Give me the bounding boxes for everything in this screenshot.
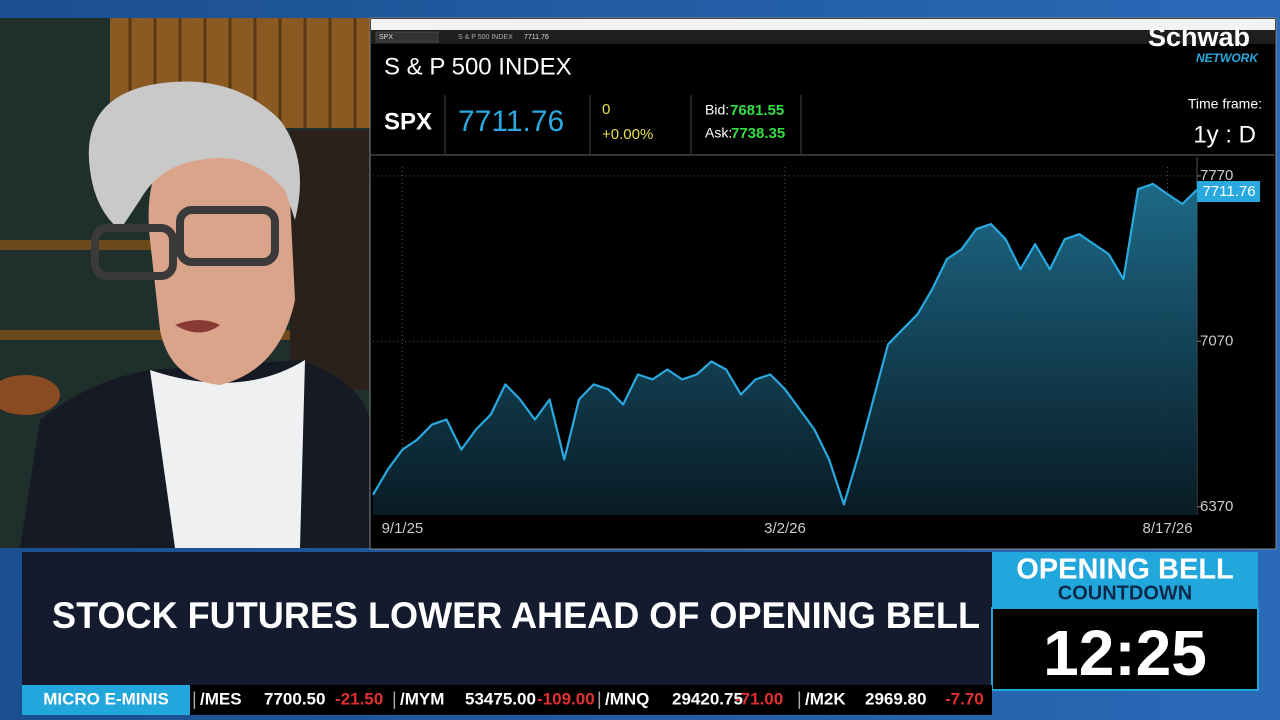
ticker-symbol: /M2K (805, 689, 846, 708)
y-tick-label: 6370 (1200, 498, 1233, 515)
ticker-change: -71.00 (735, 689, 783, 708)
quote-symbol: SPX (384, 108, 432, 135)
ask-value: 7738.35 (731, 125, 785, 142)
ticker-symbol: /MES (200, 689, 242, 708)
x-tick-label: 3/2/26 (764, 520, 806, 537)
last-price-label: 7711.76 (1202, 183, 1255, 200)
y-tick-label: 7770 (1200, 167, 1233, 184)
window-titlebar (371, 19, 1275, 30)
x-tick-label: 8/17/26 (1143, 520, 1193, 537)
x-tick-label: 9/1/25 (382, 520, 424, 537)
ticker-change: -109.00 (537, 689, 595, 708)
ticker-items: |/MES 7700.50 -21.50 |/MYM 53475.00 -109.00 | /… (192, 689, 984, 709)
ticker-price: 2969.80 (865, 689, 926, 708)
ticker-symbol: /MYM (400, 689, 444, 708)
last-price-tag (1197, 181, 1260, 202)
window-toolbar (371, 30, 1275, 44)
countdown-title: OPENING BELL (1016, 554, 1234, 586)
ticker-price: 29420.75 (672, 689, 743, 708)
y-tick-label: 7070 (1200, 332, 1233, 349)
ticker-label: MICRO E-MINIS (43, 689, 169, 708)
quote-name: S & P 500 INDEX (384, 53, 572, 80)
quote-net-change: 0 (602, 101, 610, 118)
quote-pct-change: +0.00% (602, 126, 653, 143)
ticker-label-box (22, 685, 190, 715)
network-logo-sub: NETWORK (1196, 51, 1259, 65)
ticker-separator: | (797, 689, 802, 709)
ask-label: Ask: (705, 125, 732, 141)
countdown-time: 12:25 (1043, 617, 1207, 689)
countdown-header (992, 552, 1258, 608)
bid-label: Bid: (705, 102, 729, 118)
network-logo: Schwab (1148, 22, 1250, 52)
price-chart: 6370 7070 7770 9/1/25 3/2/26 8/17/26 (372, 157, 1233, 537)
quote-last: 7711.76 (458, 105, 564, 138)
headline: STOCK FUTURES LOWER AHEAD OF OPENING BEL… (52, 595, 980, 636)
ticker-change: -21.50 (335, 689, 383, 708)
chart-window: SPX S & P 500 INDEX 7711.76 S & P 500 IN… (369, 17, 1277, 550)
timeframe-value: 1y : D (1193, 121, 1256, 148)
countdown-subtitle: COUNTDOWN (1058, 582, 1192, 604)
toolbar-name: S & P 500 INDEX (458, 34, 513, 41)
bid-value: 7681.55 (730, 102, 784, 119)
toolbar-last: 7711.76 (524, 34, 549, 41)
video-panel (0, 18, 370, 548)
countdown-clock-box (991, 607, 1259, 691)
ticker-separator: | (392, 689, 397, 709)
ticker-price: 53475.00 (465, 689, 536, 708)
ticker-change: -7.70 (945, 689, 984, 708)
ticker-separator: | (597, 689, 602, 709)
ticker-symbol: /MNQ (605, 689, 649, 708)
toolbar-symbol: SPX (379, 34, 393, 41)
timeframe-label: Time frame: (1188, 96, 1262, 112)
ticker-separator: | (192, 689, 197, 709)
price-line (372, 182, 1198, 506)
price-area (373, 183, 1197, 515)
headline-bar (22, 552, 992, 685)
ticker-price: 7700.50 (264, 689, 325, 708)
